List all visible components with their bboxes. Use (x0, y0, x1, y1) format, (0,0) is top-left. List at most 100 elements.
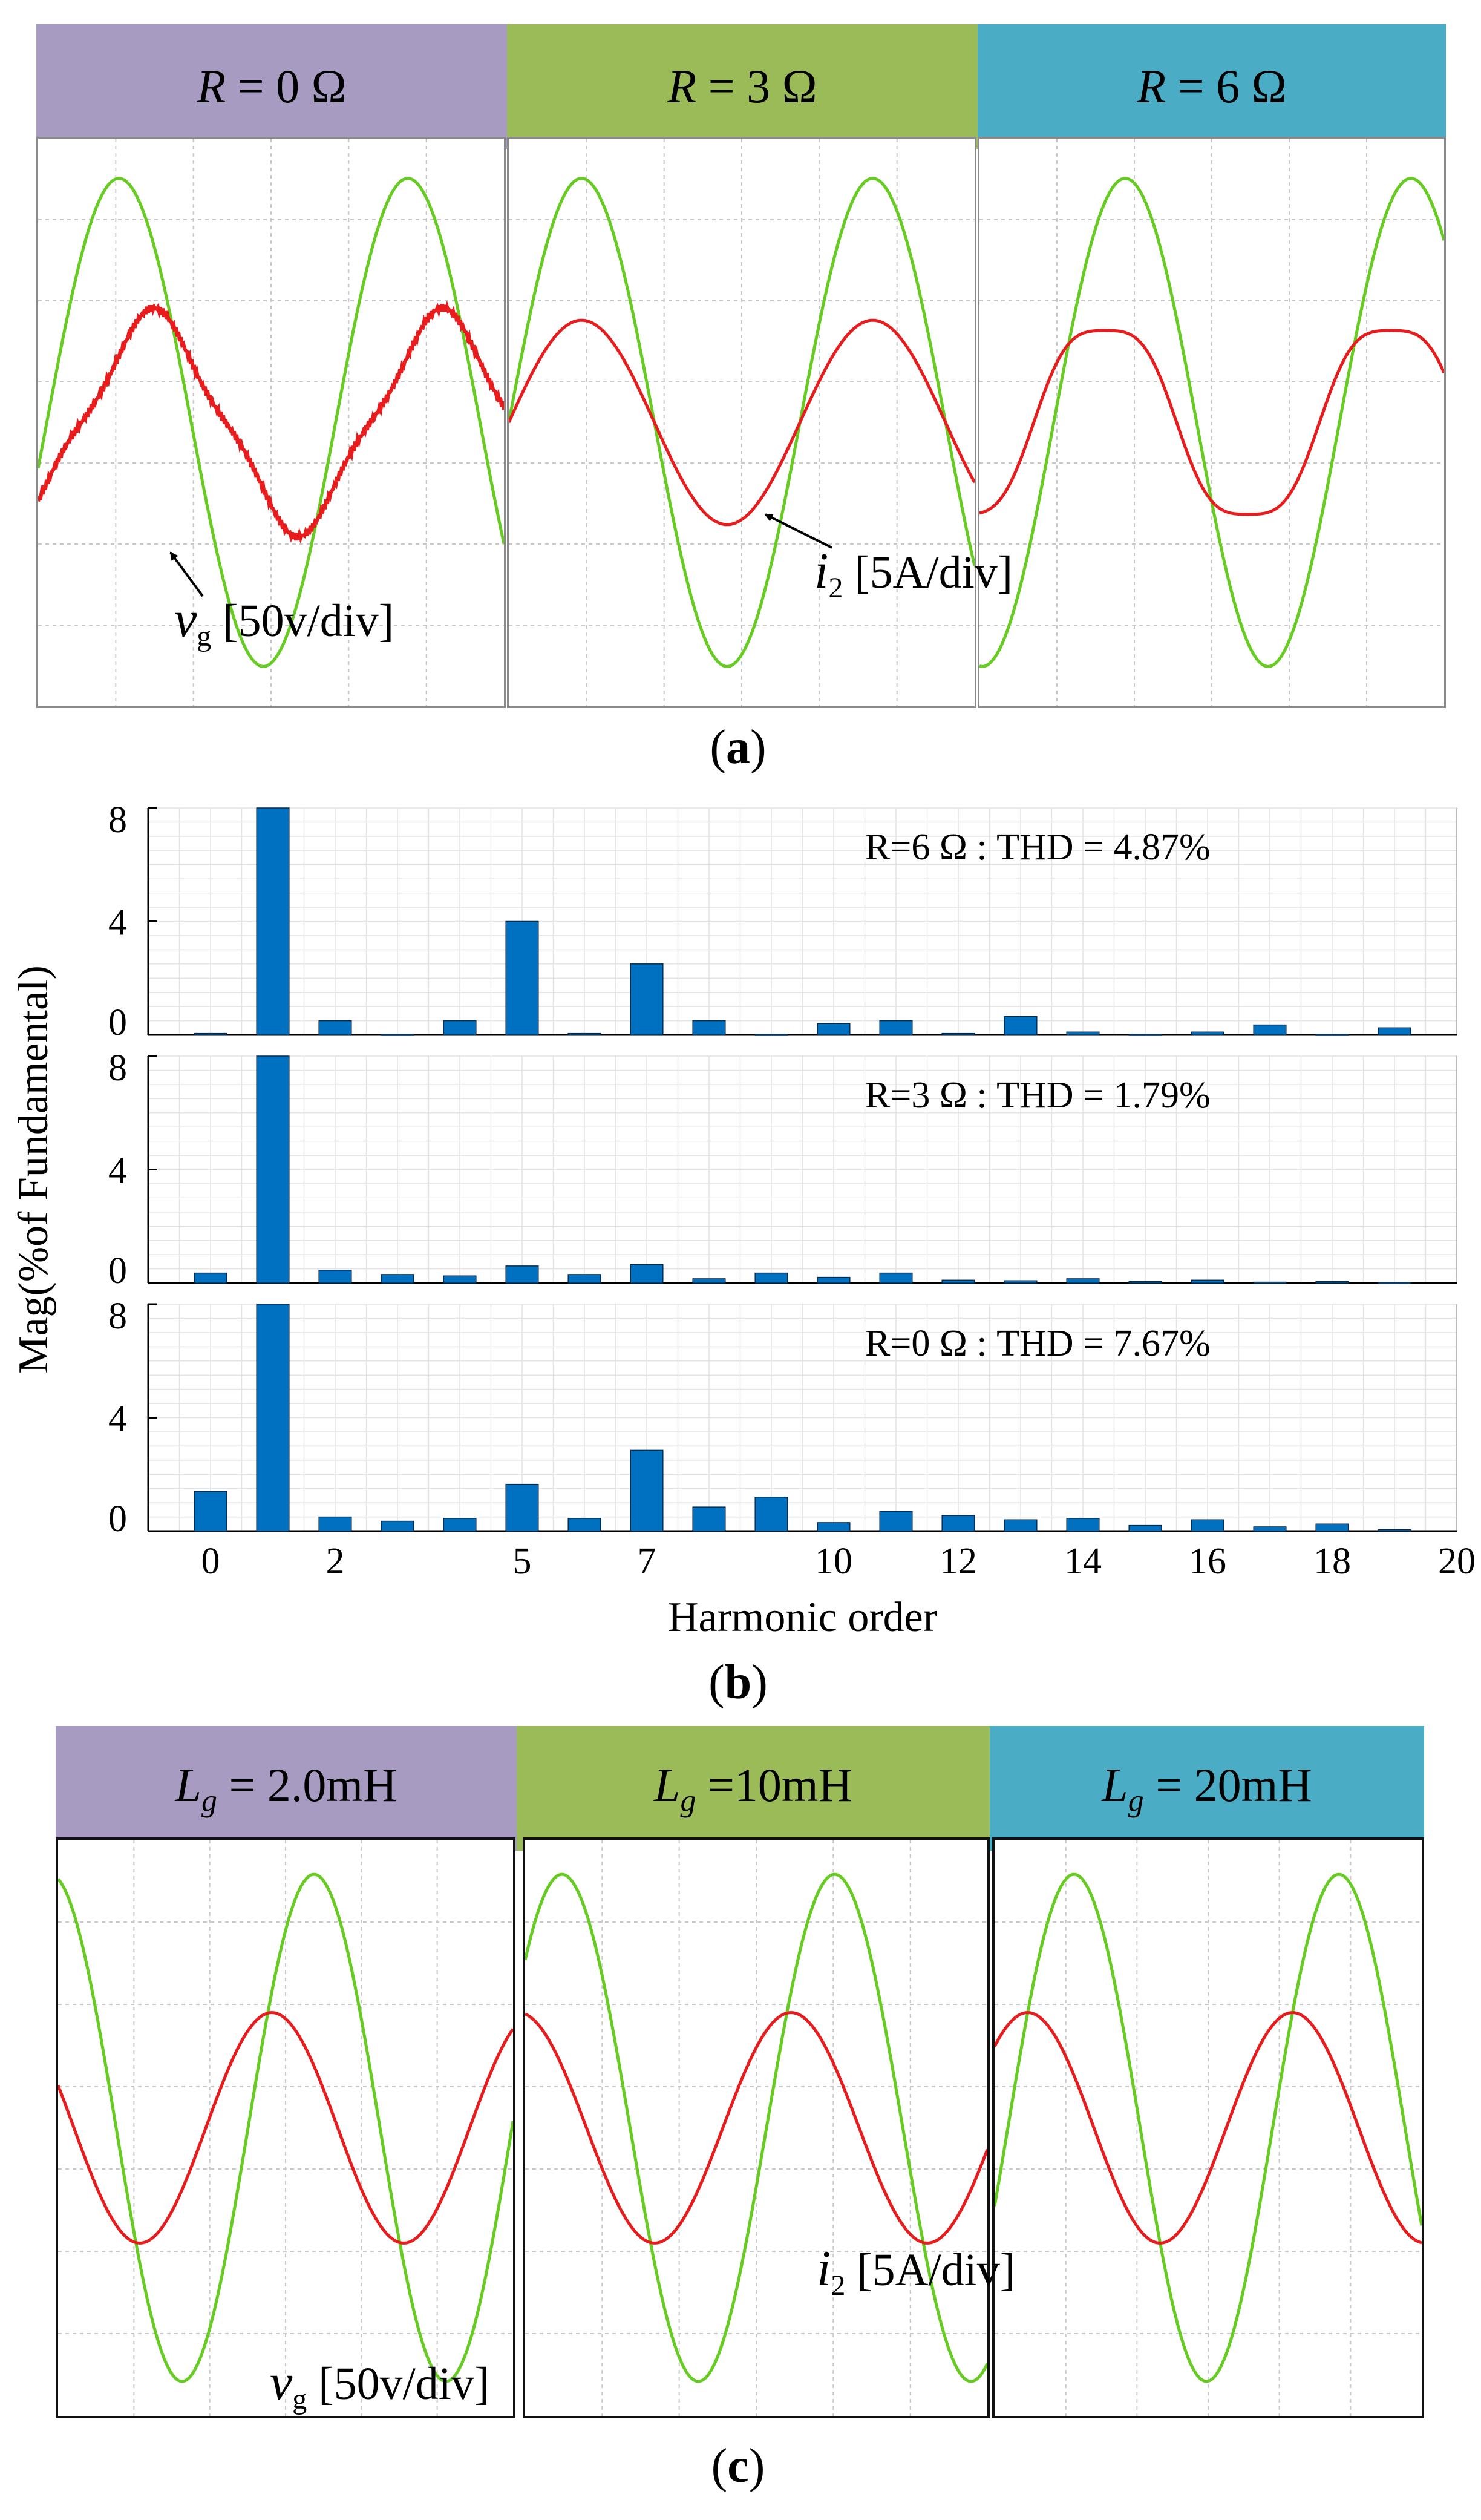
bar (256, 1304, 290, 1532)
xtick-label: 20 (1438, 1541, 1476, 1582)
caption-a: (a) (710, 721, 767, 774)
subplot-1: 0 4 8 R=3 Ω : THD = 1.79% (108, 1048, 1457, 1291)
bar (1004, 1519, 1038, 1532)
bar (1253, 1024, 1287, 1035)
bar (817, 1276, 851, 1284)
bar (381, 1520, 414, 1532)
header-c-l2: Lg = 2.0mH (56, 1726, 517, 1851)
vg-label-c: vg [50v/div] (270, 2354, 490, 2416)
caption-c: (c) (711, 2440, 765, 2493)
bar (1004, 1016, 1038, 1035)
bar (1128, 1524, 1162, 1532)
header-a-r0: R = 0 Ω (36, 24, 507, 149)
bar (318, 1020, 352, 1035)
bar (505, 1483, 539, 1532)
bar (194, 1491, 227, 1532)
bar (318, 1516, 352, 1532)
bar (1253, 1526, 1287, 1532)
bar (1066, 1518, 1100, 1532)
caption-b: (b) (708, 1656, 768, 1709)
header-a-r6: R = 6 Ω (978, 24, 1446, 149)
scope-c-l10 (523, 1837, 990, 2418)
bar (505, 920, 539, 1035)
bar (1378, 1027, 1411, 1035)
bar (1315, 1281, 1349, 1284)
bar (817, 1023, 851, 1035)
ytick-label: 8 (108, 1296, 127, 1337)
ytick-label: 8 (108, 1048, 127, 1089)
bar (567, 1518, 601, 1532)
xtick-label: 18 (1313, 1541, 1351, 1582)
bar (505, 1265, 539, 1284)
bar (1191, 1519, 1224, 1532)
bar (1191, 1031, 1224, 1035)
ytick-label: 4 (108, 1150, 127, 1192)
header-c-l10: Lg =10mH (517, 1726, 990, 1851)
subplot-2: 0 4 8 R=0 Ω : THD = 7.67% (108, 1296, 1457, 1540)
bar (1253, 1281, 1287, 1284)
bar (256, 1055, 290, 1284)
bar (318, 1270, 352, 1284)
bar (817, 1522, 851, 1532)
bar (941, 1515, 975, 1532)
y-axis-label: Mag(%of Fundamental) (10, 965, 57, 1374)
bar (879, 1020, 913, 1035)
bar (1315, 1523, 1349, 1532)
bar (630, 963, 664, 1035)
bar (1378, 1529, 1411, 1532)
ytick-label: 4 (108, 1399, 127, 1440)
scope-a-r6 (978, 137, 1446, 708)
ytick-label: 0 (108, 1498, 127, 1540)
bar (1066, 1278, 1100, 1284)
bar (941, 1032, 975, 1035)
xtick-label: 10 (815, 1541, 852, 1582)
scope-a-r0 (36, 137, 506, 708)
ytick-label: 0 (108, 1250, 127, 1291)
bar (1378, 1282, 1411, 1284)
xtick-label: 0 (201, 1541, 220, 1582)
xtick-label: 2 (326, 1541, 345, 1582)
subplot-0: 0 4 8 R=6 Ω : THD = 4.87% (108, 799, 1457, 1043)
ytick-label: 8 (108, 799, 127, 841)
current-trace (995, 2011, 1422, 2245)
bar (754, 1034, 788, 1036)
bar (692, 1278, 726, 1284)
voltage-trace (995, 1872, 1422, 2383)
scope-c-l20 (992, 1837, 1424, 2418)
bar (1315, 1034, 1349, 1036)
ytick-label: 4 (108, 902, 127, 943)
scope-c-l2 (56, 1837, 515, 2418)
x-axis-label: Harmonic order (668, 1594, 937, 1641)
bar (879, 1511, 913, 1532)
xtick-label: 12 (940, 1541, 977, 1582)
i2-label-a: i2 [5A/div] (814, 543, 1013, 605)
xtick-label: 16 (1189, 1541, 1226, 1582)
bar (630, 1449, 664, 1532)
thd-annotation: R=3 Ω : THD = 1.79% (865, 1075, 1211, 1116)
bar (381, 1034, 414, 1036)
bar (692, 1506, 726, 1532)
bar (443, 1275, 477, 1284)
bar (194, 1272, 227, 1284)
voltage-trace (58, 1872, 513, 2383)
current-trace (979, 329, 1444, 516)
bar (754, 1497, 788, 1532)
header-a-r3: R = 3 Ω (507, 24, 978, 149)
bar (567, 1274, 601, 1284)
bar (1128, 1281, 1162, 1284)
vg-label-a: vg [50v/div] (174, 591, 394, 653)
harmonic-chart: 0 4 8 R=6 Ω : THD = 4.87% 0 4 8 R=3 Ω : THD = 1… (10, 799, 1476, 1641)
xtick-label: 14 (1064, 1541, 1102, 1582)
xtick-label: 7 (638, 1541, 656, 1582)
bar (381, 1274, 414, 1284)
i2-label-c: i2 [5A/div] (817, 2240, 1016, 2302)
xtick-label: 5 (513, 1541, 532, 1582)
thd-annotation: R=0 Ω : THD = 7.67% (865, 1323, 1211, 1364)
bar (692, 1020, 726, 1035)
bar (1066, 1031, 1100, 1035)
bar (256, 807, 290, 1035)
bar (443, 1518, 477, 1532)
thd-annotation: R=6 Ω : THD = 4.87% (865, 827, 1211, 868)
bar (1004, 1280, 1038, 1284)
